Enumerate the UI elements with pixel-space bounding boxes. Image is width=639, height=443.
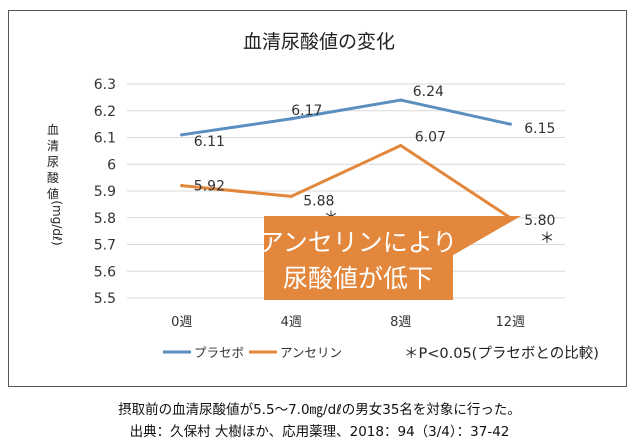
x-tick-label: 0週 xyxy=(171,315,192,330)
x-tick-label: 12週 xyxy=(495,315,525,330)
data-point xyxy=(508,122,512,126)
x-tick-label: 4週 xyxy=(281,315,302,330)
y-axis-label-char: 尿 xyxy=(47,155,59,169)
chart-title: 血清尿酸値の変化 xyxy=(243,31,395,53)
y-tick-label: 5.7 xyxy=(94,238,116,254)
x-tick-label: 8週 xyxy=(390,315,411,330)
data-point xyxy=(180,133,184,137)
significance-note: ＊P<0.05(プラセボとの比較) xyxy=(404,344,599,362)
data-label: 5.80 xyxy=(524,213,555,229)
significance-mark: ＊ xyxy=(539,229,554,247)
series-line-プラセボ xyxy=(180,98,512,137)
y-axis-label-char: 血 xyxy=(47,123,59,137)
data-point xyxy=(289,117,293,121)
legend-label: アンセリン xyxy=(280,345,342,360)
y-axis-label-char: 清 xyxy=(47,139,59,153)
caption-source: 出典：久保村 大樹ほか、応用薬理、2018：94（3/4）：37-42 xyxy=(129,424,510,440)
callout-line-2: 尿酸値が低下 xyxy=(283,264,433,293)
callout-pointer xyxy=(448,216,521,258)
data-point xyxy=(289,194,293,198)
data-label: 6.17 xyxy=(291,103,322,119)
callout-box xyxy=(264,216,453,300)
legend-label: プラセボ xyxy=(194,345,244,360)
data-point xyxy=(399,143,403,148)
data-label: 5.88 xyxy=(303,193,334,209)
data-label: 6.15 xyxy=(524,121,555,137)
callout-line-1: アンセリンにより xyxy=(259,228,458,257)
y-tick-label: 6.1 xyxy=(94,131,116,147)
data-label: 6.07 xyxy=(415,130,446,146)
data-label: 6.24 xyxy=(413,84,444,100)
data-label: 6.11 xyxy=(194,134,225,150)
y-tick-label: 5.6 xyxy=(94,264,116,280)
y-tick-label: 5.5 xyxy=(94,291,116,307)
y-tick-label: 5.8 xyxy=(94,211,116,227)
data-point xyxy=(180,184,184,188)
y-tick-label: 5.9 xyxy=(94,184,116,200)
y-axis-label-char: 値 xyxy=(47,186,59,201)
data-point xyxy=(399,98,403,102)
y-tick-label: 6.3 xyxy=(94,77,116,93)
caption-inclusion: 摂取前の血清尿酸値が5.5～7.0㎎/dℓの男女35名を対象に行った。 xyxy=(118,402,521,418)
y-tick-label: 6.2 xyxy=(94,104,116,120)
chart-frame xyxy=(8,10,627,387)
y-tick-label: 6 xyxy=(107,157,116,173)
data-label: 5.92 xyxy=(194,179,225,195)
series-line-アンセリン xyxy=(180,144,512,220)
y-axis-unit: (mg/dℓ) xyxy=(50,200,64,245)
y-axis-label-char: 酸 xyxy=(47,170,59,185)
